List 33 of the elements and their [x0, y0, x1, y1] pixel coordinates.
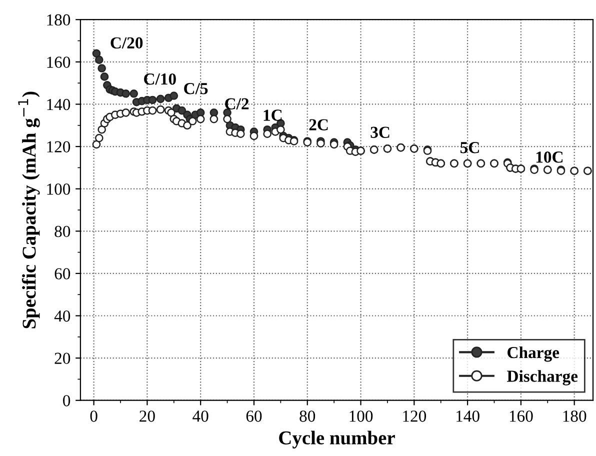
x-tick-label: 160	[510, 410, 533, 422]
legend-label: Charge	[508, 346, 560, 362]
y-tick-label: 20	[54, 352, 70, 364]
y-tick-label: 100	[47, 184, 70, 195]
x-tick-label: 60	[246, 410, 262, 422]
y-tick-label: 80	[54, 226, 70, 238]
x-tick-label: 80	[300, 410, 316, 422]
x-axis-title: Cycle number	[279, 430, 395, 448]
x-tick-label: 100	[350, 410, 373, 422]
annotation: C/10	[144, 73, 176, 85]
annotation: C/5	[184, 83, 208, 94]
y-tick-label: 140	[47, 98, 70, 110]
annotation: 3C	[370, 126, 390, 138]
y-tick-label: 120	[47, 141, 70, 152]
y-tick-label: 160	[47, 56, 70, 68]
x-tick-label: 140	[456, 410, 480, 422]
annotation: C/20	[110, 37, 143, 49]
y-tick-label: 0	[63, 395, 70, 406]
x-tick-label: 20	[140, 410, 155, 422]
x-tick-label: 180	[563, 410, 586, 422]
annotation: 10C	[536, 152, 563, 163]
y-axis-title: Specific Capacity (mAh g$^{−1}$)	[18, 92, 40, 328]
legend-label: Discharge	[507, 370, 578, 386]
y-tick-label: 60	[54, 268, 70, 280]
annotation: 1C	[264, 110, 282, 121]
annotation: 5C	[460, 142, 479, 154]
x-tick-label: 0	[90, 410, 98, 422]
y-tick-label: 180	[47, 14, 70, 26]
annotation: 2C	[309, 119, 328, 130]
x-tick-label: 120	[403, 410, 426, 422]
x-tick-label: 40	[192, 410, 208, 422]
annotation: C/2	[225, 98, 249, 110]
y-tick-label: 40	[54, 310, 70, 322]
